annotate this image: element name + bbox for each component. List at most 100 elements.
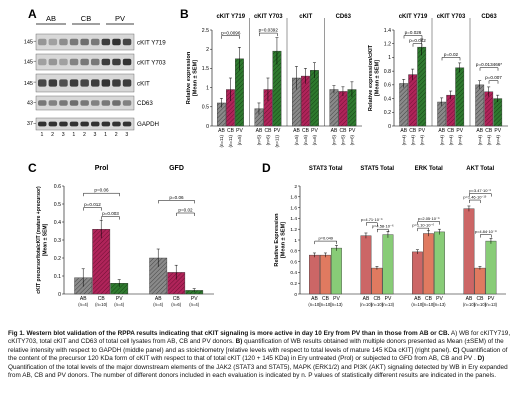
- significance-bracket: [417, 227, 429, 232]
- n-label: (n=4): [189, 302, 199, 307]
- n-label: (n=13): [485, 302, 498, 307]
- x-tick-label: AB: [311, 296, 318, 302]
- blot-band: [48, 58, 58, 66]
- bar: [446, 94, 456, 127]
- blot-lane-number: 3: [125, 132, 128, 138]
- blot-lane-number: 1: [72, 132, 75, 138]
- significance-bracket: [221, 35, 240, 39]
- x-tick-label: PV: [418, 128, 425, 134]
- group-header: ERK Total: [415, 166, 444, 172]
- x-tick-label: CB: [485, 128, 493, 134]
- blot-band: [112, 58, 121, 66]
- n-label: (n=11): [228, 134, 233, 147]
- blot-band: [101, 58, 111, 66]
- x-tick-label: CB: [425, 296, 433, 302]
- p-value-label: p=3.47·10⁻⁶: [469, 188, 491, 193]
- y-tick-label: 1: [206, 85, 209, 91]
- blot-band: [48, 121, 58, 127]
- p-value-label: p=0.042: [409, 38, 426, 43]
- x-tick-label: PV: [456, 128, 463, 134]
- blot-band: [38, 121, 47, 127]
- n-label: (n=5): [332, 134, 337, 145]
- n-label: (n=10): [308, 302, 321, 307]
- n-label: (n=4): [114, 302, 124, 307]
- blot-band: [101, 79, 111, 87]
- y-tick-label: 1.4: [384, 28, 391, 34]
- bar: [338, 91, 348, 127]
- y-tick-label: 0: [388, 124, 391, 130]
- x-tick-label: PV: [494, 128, 501, 134]
- significance-bracket: [83, 207, 102, 211]
- panel-a-letter: A: [28, 7, 37, 21]
- n-label: (n=4): [448, 134, 453, 145]
- p-value-label: p=1.46·10⁻¹³: [463, 195, 487, 200]
- p-value-label: p=4.58·10⁻⁶: [372, 224, 394, 229]
- significance-bracket: [83, 192, 120, 197]
- p-value-label: p=4.84·10⁻⁸: [475, 229, 497, 234]
- n-label: (n=10): [319, 302, 332, 307]
- caption-label: B): [235, 338, 243, 346]
- group-header: GFD: [169, 165, 184, 172]
- p-value-label: p=0.026: [405, 30, 422, 35]
- group-header: CD63: [336, 14, 352, 20]
- blot-band: [112, 121, 121, 127]
- x-tick-label: CB: [302, 128, 310, 134]
- significance-bracket: [417, 221, 440, 225]
- n-label: (n=5): [237, 134, 242, 145]
- bar: [382, 234, 394, 295]
- p-value-label: p=0.0096: [221, 30, 241, 35]
- group-header: Prol: [95, 165, 109, 172]
- blot-rows: 145 cKIT Y719 145 cKIT Y703 145 cKIT 43 CD63 37 G…: [24, 33, 166, 138]
- x-tick-label: AB: [400, 128, 407, 134]
- x-tick-label: PV: [191, 296, 198, 302]
- x-tick-label: AB: [414, 296, 421, 302]
- n-label: (n=10): [474, 302, 487, 307]
- y-axis-label: [Mean ± SEM]: [375, 60, 381, 96]
- x-tick-label: CB: [476, 296, 484, 302]
- x-tick-label: CB: [409, 128, 417, 134]
- y-axis-label: Relative expression/cKIT: [368, 44, 374, 111]
- caption-text: quantification of WB results obtained wi…: [8, 338, 504, 354]
- group-header: CD63: [481, 14, 497, 20]
- blot-band: [69, 79, 79, 87]
- blot-mw-label: 145: [24, 40, 33, 46]
- y-tick-label: 1.4: [290, 216, 297, 222]
- panel-c-letter: C: [28, 161, 37, 175]
- n-label: (n=4): [477, 134, 482, 145]
- y-tick-label: 0.8: [384, 69, 391, 75]
- y-tick-label: 1.2: [384, 42, 391, 48]
- bar: [309, 254, 320, 295]
- blot-band: [122, 121, 132, 127]
- blot-row-label: cKIT: [137, 81, 150, 88]
- y-tick-label: 1.5: [202, 66, 209, 72]
- blot-band: [59, 38, 68, 46]
- x-tick-label: PV: [311, 128, 318, 134]
- bar: [485, 240, 497, 295]
- n-label: (n=4): [486, 134, 491, 145]
- blot-band: [59, 58, 68, 66]
- blot-band: [69, 58, 79, 66]
- x-tick-label: PV: [349, 128, 356, 134]
- bar: [474, 267, 486, 295]
- caption-lead: Fig 1. Western blot validation of the RP…: [8, 330, 450, 337]
- group-header: STAT3 Total: [309, 166, 343, 172]
- blot-band: [122, 38, 132, 46]
- y-tick-label: 0.1: [54, 274, 61, 280]
- p-value-label: p=0.06: [169, 195, 184, 200]
- x-tick-label: CB: [264, 128, 272, 134]
- p-value-label: p=0.0392: [259, 28, 279, 33]
- n-label: (n=10): [95, 302, 108, 307]
- blot-band: [91, 121, 100, 127]
- blot-lane-number: 1: [41, 132, 44, 138]
- n-label: (n=4): [78, 302, 88, 307]
- group-header: cKIT Y719: [216, 14, 245, 20]
- y-tick-label: 2: [206, 47, 209, 53]
- x-tick-label: CB: [339, 128, 347, 134]
- bar: [320, 254, 331, 295]
- blot-lane-number: 1: [104, 132, 107, 138]
- x-tick-label: AB: [293, 128, 300, 134]
- blot-mw-label: 37: [27, 121, 33, 127]
- x-tick-label: AB: [80, 296, 87, 302]
- y-tick-label: 0.4: [54, 220, 61, 226]
- blot-band: [69, 121, 79, 127]
